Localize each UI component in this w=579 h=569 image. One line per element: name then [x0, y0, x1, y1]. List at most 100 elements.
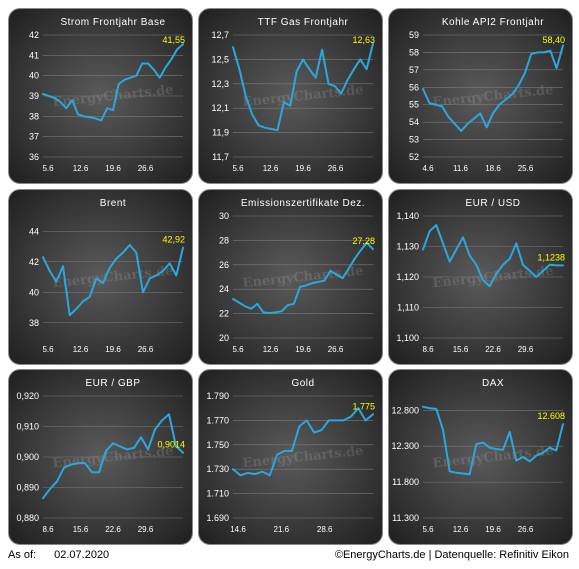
x-tick-label: 15.6	[73, 525, 89, 534]
x-tick-label: 29.6	[138, 525, 154, 534]
y-tick-label: 1,130	[396, 242, 419, 252]
chart-svg: EnergyCharts.de Kohle API2 Frontjahr 52 53 5…	[409, 17, 565, 173]
y-tick-label: 12,3	[211, 79, 229, 89]
y-tick-label: 22	[219, 309, 229, 319]
x-tick-label: 26.6	[518, 525, 534, 534]
chart-svg: EnergyCharts.deDAX11.30011.80012.30012.8…	[391, 378, 565, 534]
chart-svg: EnergyCharts.de EUR / GBP 0,880 0,890 0,900 0…	[16, 378, 185, 534]
last-value-label: 12.608	[537, 411, 565, 421]
y-tick-label: 24	[219, 284, 229, 294]
as-of-date: 02.07.2020	[54, 549, 110, 561]
series-line	[422, 224, 564, 288]
x-tick-label: 26.6	[328, 345, 344, 354]
as-of-label: As of:	[8, 549, 37, 561]
series-line	[42, 43, 184, 122]
y-tick-label: 1,120	[396, 272, 419, 282]
x-tick-label: 25.6	[518, 164, 534, 173]
y-tick-label: 42	[29, 257, 39, 267]
y-tick-label: 1.710	[206, 489, 229, 499]
y-tick-label: 0,900	[16, 452, 39, 462]
chart-panel: EnergyCharts.de Gold 1.690 1.710 1.730 1.750 1…	[198, 369, 383, 545]
chart-title: Strom Frontjahr Base	[60, 17, 165, 28]
x-tick-label: 12.6	[73, 345, 89, 354]
chart-panel: EnergyCharts.de EUR / GBP 0,880 0,890 0,900 0…	[8, 369, 193, 545]
chart-svg: EnergyCharts.de TTF Gas Frontjahr 11,7 11,9…	[211, 17, 375, 173]
x-tick-label: 26.6	[138, 345, 154, 354]
y-tick-label: 12,7	[211, 30, 229, 40]
y-tick-label: 41	[29, 50, 39, 60]
last-value-label: 1.775	[352, 401, 375, 411]
chart-panel: EnergyCharts.de Emissionszertifikate Dez.…	[198, 189, 383, 365]
y-tick-label: 52	[409, 152, 419, 162]
x-tick-label: 12.6	[453, 525, 469, 534]
last-value-label: 0,9014	[157, 440, 185, 450]
y-tick-label: 56	[409, 82, 419, 92]
x-tick-label: 11.6	[453, 164, 469, 173]
x-tick-label: 14.6	[230, 525, 246, 534]
y-tick-label: 54	[409, 117, 419, 127]
y-tick-label: 11,7	[212, 152, 229, 162]
x-tick-label: 5.6	[422, 525, 434, 534]
y-tick-label: 1,100	[396, 333, 419, 343]
watermark-text: EnergyCharts.de	[432, 83, 554, 111]
y-tick-label: 55	[409, 100, 419, 110]
y-tick-label: 1.770	[206, 415, 229, 425]
series-line	[422, 405, 564, 476]
x-tick-label: 26.6	[138, 164, 154, 173]
chart-svg: EnergyCharts.de Gold 1.690 1.710 1.730 1.750 1…	[206, 378, 375, 534]
series-line	[232, 407, 374, 477]
watermark-text: EnergyCharts.de	[52, 444, 174, 472]
x-tick-label: 12.6	[263, 164, 279, 173]
chart-title: Brent	[100, 198, 126, 209]
x-tick-label: 19.6	[105, 164, 121, 173]
x-tick-label: 26.6	[328, 164, 344, 173]
x-tick-label: 19.6	[295, 345, 311, 354]
watermark-text: EnergyCharts.de	[52, 264, 174, 292]
y-tick-label: 1.690	[206, 513, 229, 523]
y-tick-label: 26	[219, 260, 229, 270]
y-tick-label: 44	[29, 226, 39, 236]
y-tick-label: 36	[29, 152, 39, 162]
y-tick-label: 57	[409, 65, 419, 75]
series-line	[232, 241, 374, 314]
y-tick-label: 20	[219, 333, 229, 343]
chart-panel: EnergyCharts.de EUR / USD 1,100 1,110 1,120 1…	[388, 189, 573, 365]
y-tick-label: 53	[409, 135, 419, 145]
chart-svg: EnergyCharts.de Brent 38 40 42 44 5.6 12.6 19.6 2…	[29, 198, 185, 354]
watermark-text: EnergyCharts.de	[242, 444, 364, 472]
x-tick-label: 12.6	[73, 164, 89, 173]
x-tick-label: 29.6	[518, 345, 534, 354]
y-tick-label: 58	[409, 47, 419, 57]
watermark-text: EnergyCharts.de	[242, 83, 364, 111]
x-tick-label: 19.6	[295, 164, 311, 173]
x-tick-label: 19.6	[105, 345, 121, 354]
x-tick-label: 5.6	[232, 164, 244, 173]
chart-title: EUR / USD	[465, 198, 520, 209]
chart-panel: EnergyCharts.de TTF Gas Frontjahr 11,7 11,9…	[198, 8, 383, 184]
x-tick-label: 5.6	[42, 345, 54, 354]
y-tick-label: 59	[409, 30, 419, 40]
last-value-label: 27,28	[352, 236, 375, 246]
chart-grid: EnergyCharts.de Strom Frontjahr Base 36 37 3…	[8, 8, 573, 545]
series-line	[232, 42, 374, 132]
y-tick-label: 12.800	[391, 405, 419, 415]
y-tick-label: 42	[29, 30, 39, 40]
x-tick-label: 19.6	[485, 525, 501, 534]
y-tick-label: 0,890	[16, 483, 39, 493]
series-line	[42, 413, 184, 500]
y-tick-label: 40	[29, 71, 39, 81]
x-tick-label: 18.6	[485, 164, 501, 173]
series-line	[422, 44, 564, 132]
chart-panel: EnergyCharts.de Strom Frontjahr Base 36 37 3…	[8, 8, 193, 184]
x-tick-label: 12.6	[263, 345, 279, 354]
y-tick-label: 12,5	[211, 54, 229, 64]
chart-title: Emissionszertifikate Dez.	[241, 198, 365, 209]
chart-panel: EnergyCharts.de Brent 38 40 42 44 5.6 12.6 19.6 2…	[8, 189, 193, 365]
x-tick-label: 15.6	[453, 345, 469, 354]
chart-title: Gold	[291, 378, 314, 389]
y-tick-label: 12.300	[391, 441, 419, 451]
x-tick-label: 22.6	[485, 345, 501, 354]
y-tick-label: 12,1	[211, 103, 229, 113]
